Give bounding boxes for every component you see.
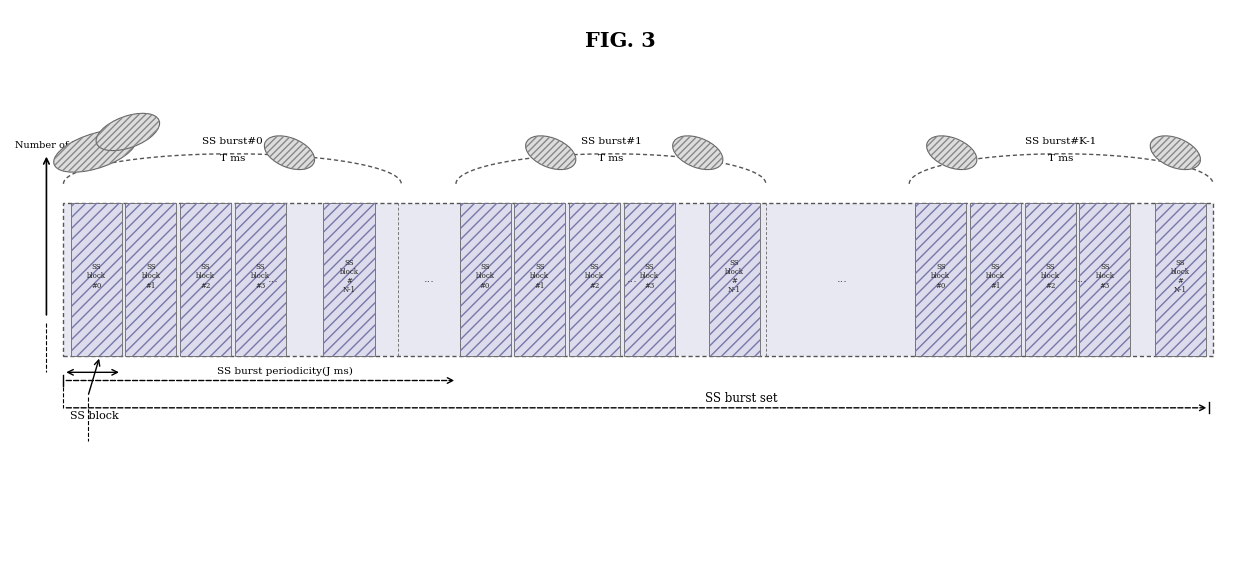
FancyBboxPatch shape: [709, 203, 760, 356]
FancyBboxPatch shape: [569, 203, 620, 356]
Text: SS burst#0: SS burst#0: [202, 137, 263, 145]
Text: T ms: T ms: [219, 154, 246, 163]
Ellipse shape: [526, 136, 575, 170]
Text: SS burst periodicity(J ms): SS burst periodicity(J ms): [217, 367, 352, 376]
Text: SS
block
#1: SS block #1: [986, 263, 1004, 290]
FancyBboxPatch shape: [1079, 203, 1131, 356]
Text: SS
block
#0: SS block #0: [931, 263, 950, 290]
Text: SS
block
#3: SS block #3: [1095, 263, 1115, 290]
FancyBboxPatch shape: [71, 203, 122, 356]
Text: ...: ...: [268, 274, 279, 285]
Ellipse shape: [53, 130, 136, 172]
Text: SS
block
#3: SS block #3: [640, 263, 658, 290]
Text: SS burst#1: SS burst#1: [580, 137, 641, 145]
Text: T ms: T ms: [598, 154, 624, 163]
FancyBboxPatch shape: [1024, 203, 1075, 356]
Text: SS burst#K-1: SS burst#K-1: [1025, 137, 1096, 145]
Text: SS
block
#0: SS block #0: [87, 263, 105, 290]
Text: SS
block
#1: SS block #1: [141, 263, 160, 290]
FancyBboxPatch shape: [460, 203, 511, 356]
FancyBboxPatch shape: [915, 203, 966, 356]
Text: SS
block
#3: SS block #3: [250, 263, 270, 290]
FancyBboxPatch shape: [324, 203, 374, 356]
Text: ...: ...: [1076, 274, 1087, 285]
Text: SS
block
#
N-1: SS block # N-1: [340, 259, 358, 294]
Text: SS burst set: SS burst set: [706, 392, 777, 405]
Ellipse shape: [1151, 136, 1200, 170]
FancyBboxPatch shape: [624, 203, 675, 356]
Ellipse shape: [672, 136, 723, 170]
FancyBboxPatch shape: [234, 203, 285, 356]
FancyBboxPatch shape: [125, 203, 176, 356]
Ellipse shape: [264, 136, 315, 170]
Text: T ms: T ms: [1049, 154, 1074, 163]
FancyBboxPatch shape: [180, 203, 231, 356]
FancyBboxPatch shape: [63, 203, 1213, 356]
Text: SS
block
#2: SS block #2: [1040, 263, 1060, 290]
Text: SS
block
#0: SS block #0: [476, 263, 495, 290]
Text: SS
block
#
N-1: SS block # N-1: [724, 259, 744, 294]
Text: ...: ...: [424, 274, 435, 285]
Text: SS
block
#1: SS block #1: [531, 263, 549, 290]
FancyBboxPatch shape: [970, 203, 1021, 356]
Text: FIG. 3: FIG. 3: [584, 31, 656, 51]
Text: SS
block
#2: SS block #2: [196, 263, 215, 290]
Text: Number of beams (N): Number of beams (N): [15, 140, 123, 149]
Text: ...: ...: [626, 274, 637, 285]
Ellipse shape: [97, 113, 160, 151]
Text: SS
block
#
N-1: SS block # N-1: [1171, 259, 1189, 294]
Ellipse shape: [926, 136, 977, 170]
FancyBboxPatch shape: [515, 203, 565, 356]
Text: SS
block
#2: SS block #2: [585, 263, 604, 290]
FancyBboxPatch shape: [1154, 203, 1205, 356]
Text: ...: ...: [837, 274, 848, 285]
Text: SS block: SS block: [69, 411, 118, 420]
